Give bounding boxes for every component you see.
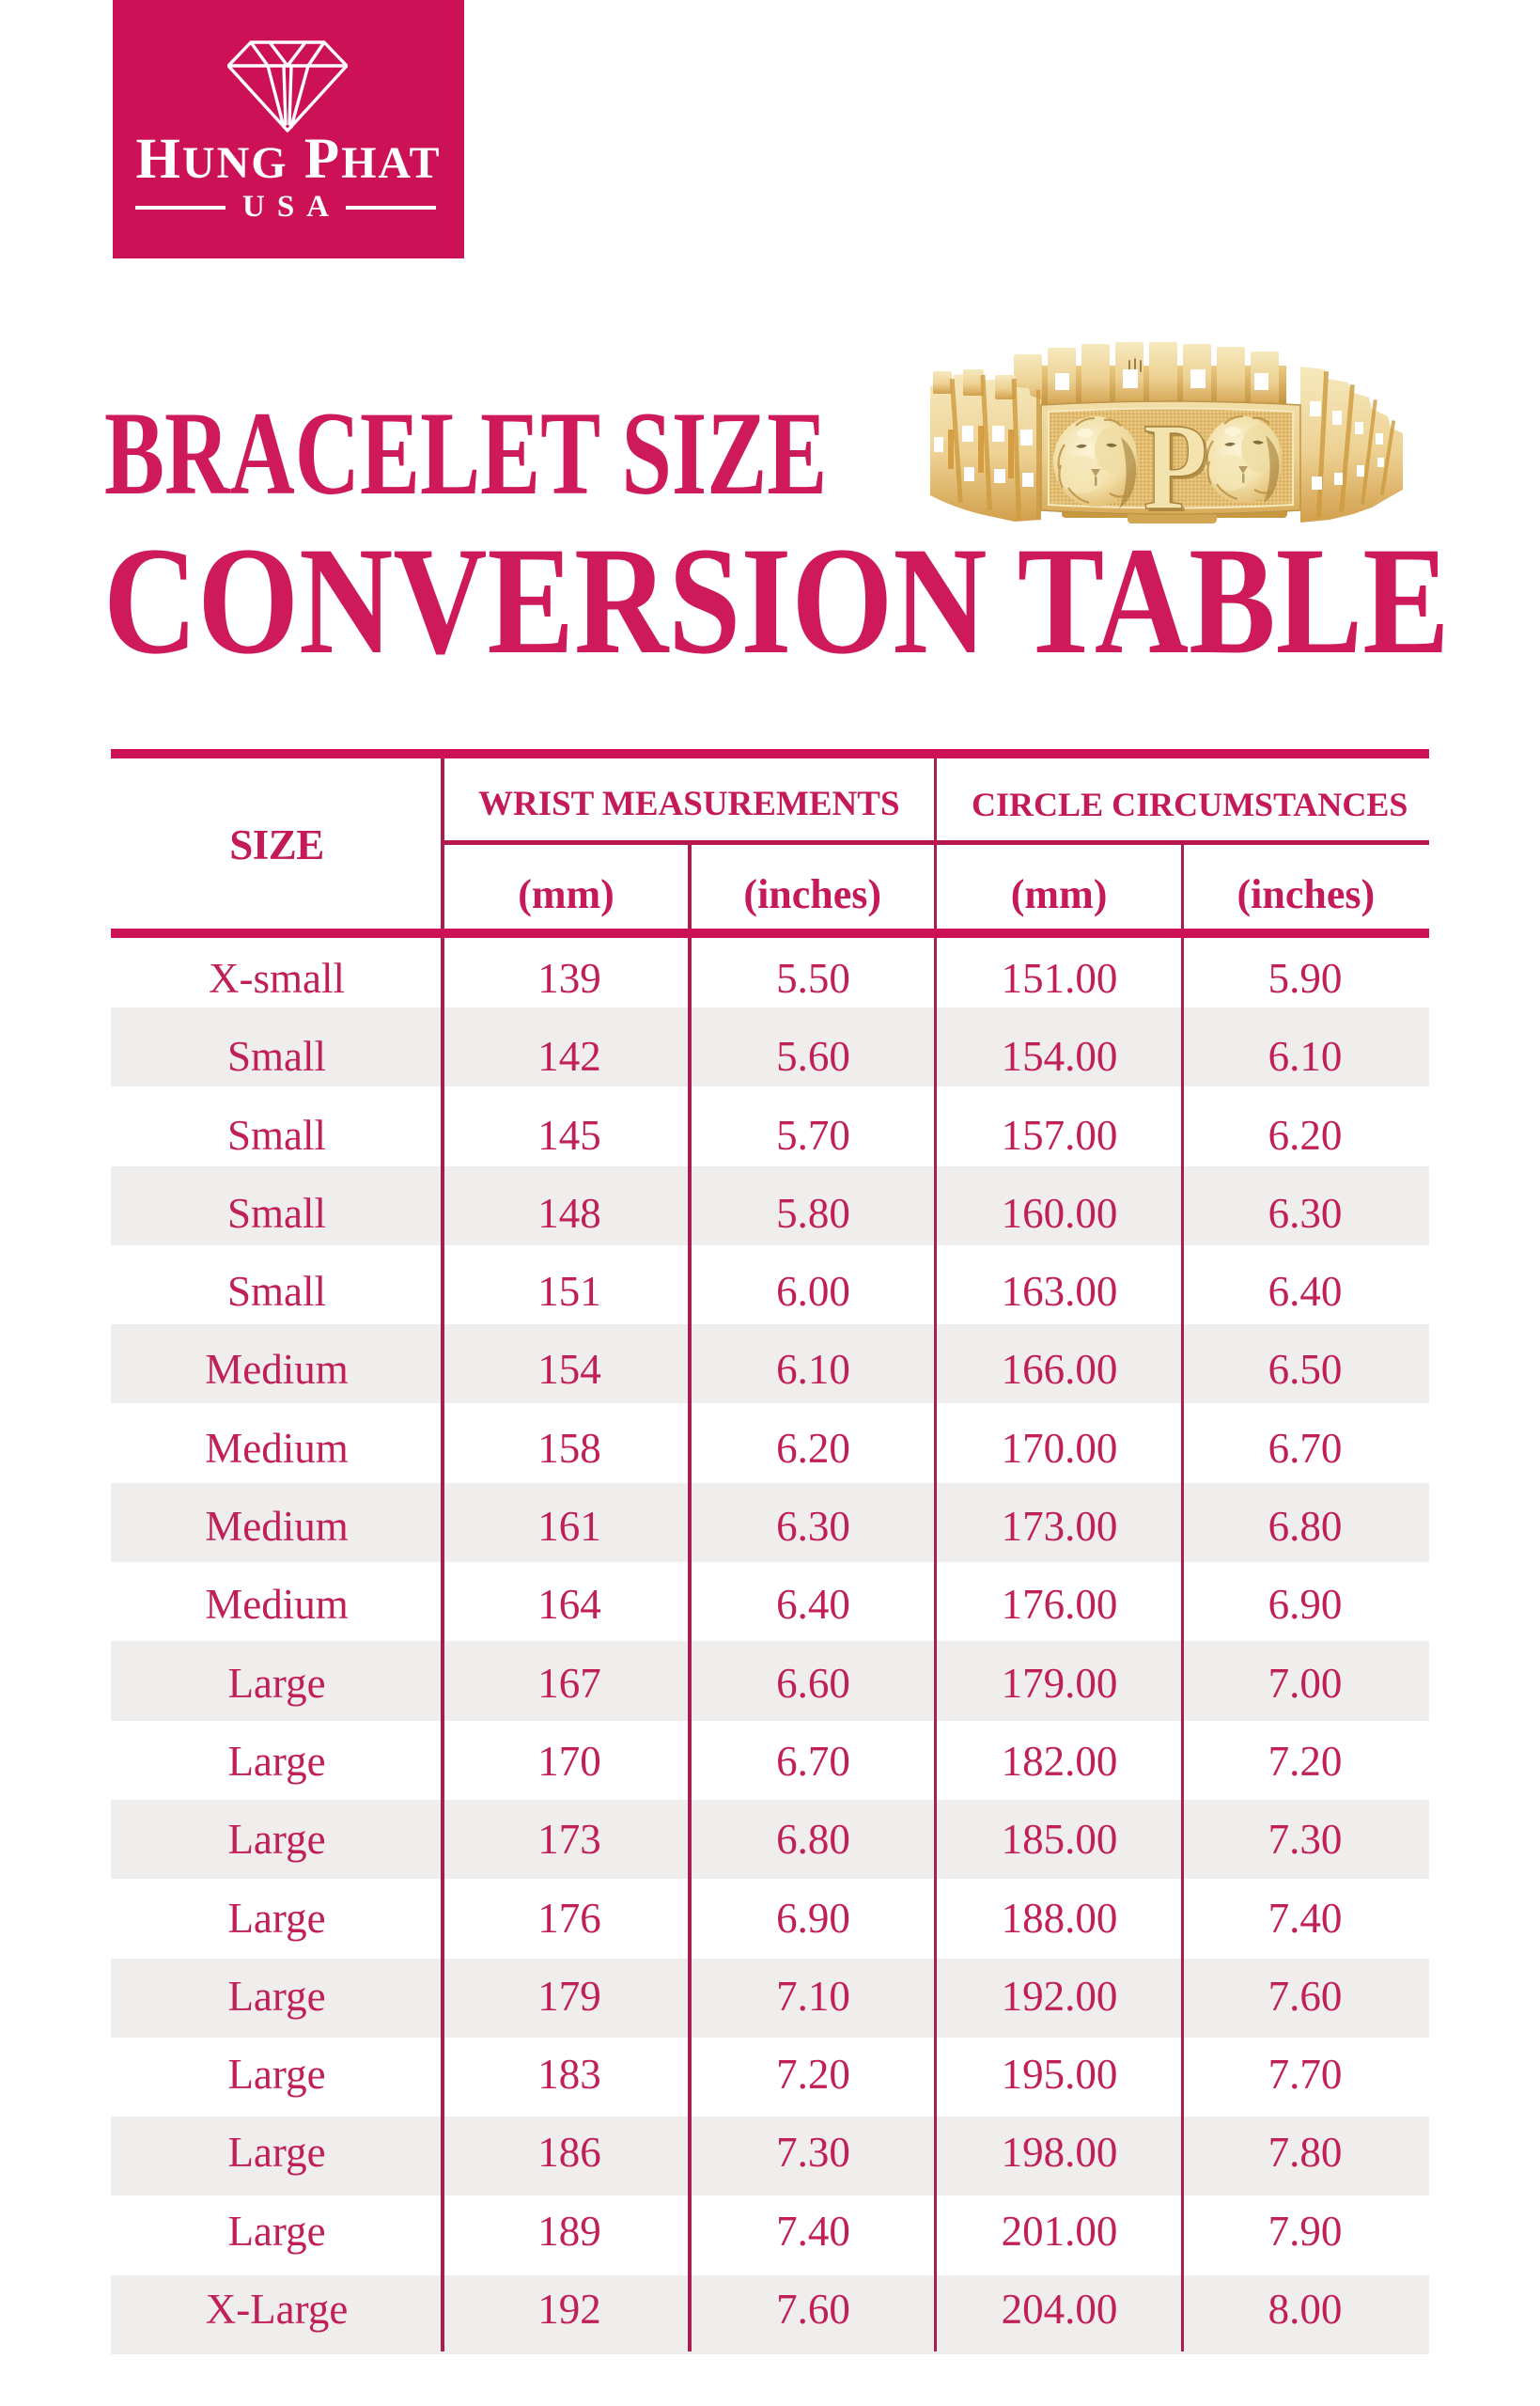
svg-text:P: P	[1146, 400, 1210, 531]
svg-text:P: P	[1143, 398, 1207, 531]
